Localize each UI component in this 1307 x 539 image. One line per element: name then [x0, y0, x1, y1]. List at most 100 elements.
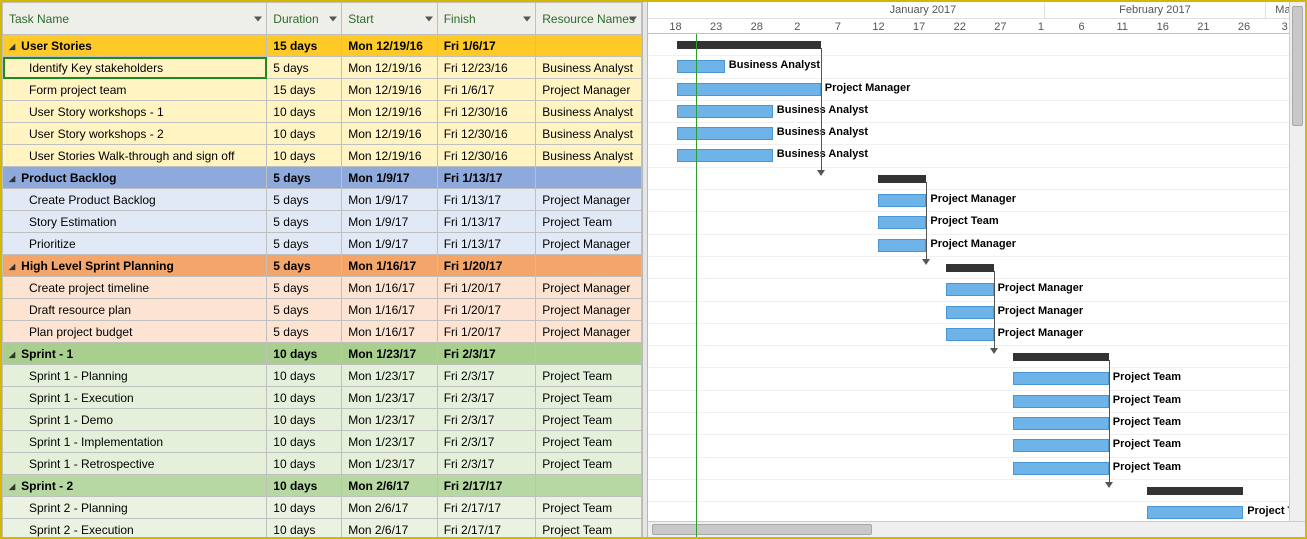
table-row[interactable]: Sprint 1 - Implementation10 daysMon 1/23…: [3, 431, 642, 453]
duration-cell[interactable]: 5 days: [267, 167, 342, 189]
task-name-cell[interactable]: User Story workshops - 1: [3, 101, 267, 123]
finish-cell[interactable]: Fri 1/20/17: [437, 255, 536, 277]
duration-cell[interactable]: 5 days: [267, 277, 342, 299]
start-cell[interactable]: Mon 1/9/17: [342, 167, 437, 189]
task-name-cell[interactable]: Draft resource plan: [3, 299, 267, 321]
table-row[interactable]: Sprint 2 - Planning10 daysMon 2/6/17Fri …: [3, 497, 642, 519]
gantt-row[interactable]: Business Analyst: [648, 145, 1305, 167]
start-cell[interactable]: Mon 1/9/17: [342, 211, 437, 233]
chevron-down-icon[interactable]: [329, 16, 337, 21]
finish-cell[interactable]: Fri 1/13/17: [437, 189, 536, 211]
table-row[interactable]: Form project team15 daysMon 12/19/16Fri …: [3, 79, 642, 101]
finish-cell[interactable]: Fri 12/30/16: [437, 145, 536, 167]
gantt-task-bar[interactable]: [878, 239, 926, 252]
start-cell[interactable]: Mon 2/6/17: [342, 497, 437, 519]
duration-cell[interactable]: 10 days: [267, 101, 342, 123]
task-name-cell[interactable]: Plan project budget: [3, 321, 267, 343]
table-row[interactable]: Create Product Backlog5 daysMon 1/9/17Fr…: [3, 189, 642, 211]
duration-cell[interactable]: 5 days: [267, 211, 342, 233]
gantt-task-bar[interactable]: [677, 105, 773, 118]
start-cell[interactable]: Mon 1/16/17: [342, 255, 437, 277]
gantt-task-bar[interactable]: [677, 60, 725, 73]
duration-cell[interactable]: 10 days: [267, 343, 342, 365]
chevron-down-icon[interactable]: [425, 16, 433, 21]
resource-cell[interactable]: Project Manager: [536, 277, 642, 299]
table-row[interactable]: Sprint 1 - Planning10 daysMon 1/23/17Fri…: [3, 365, 642, 387]
gantt-task-bar[interactable]: [1013, 417, 1109, 430]
resource-cell[interactable]: [536, 167, 642, 189]
task-name-cell[interactable]: Sprint 1 - Implementation: [3, 431, 267, 453]
gantt-task-bar[interactable]: [946, 283, 994, 296]
scrollbar-thumb[interactable]: [1292, 6, 1303, 126]
col-header-duration[interactable]: Duration: [267, 3, 342, 35]
table-row[interactable]: Sprint - 110 daysMon 1/23/17Fri 2/3/17: [3, 343, 642, 365]
chevron-down-icon[interactable]: [523, 16, 531, 21]
start-cell[interactable]: Mon 1/9/17: [342, 189, 437, 211]
gantt-task-bar[interactable]: [677, 149, 773, 162]
gantt-task-bar[interactable]: [878, 194, 926, 207]
duration-cell[interactable]: 5 days: [267, 321, 342, 343]
table-row[interactable]: Draft resource plan5 daysMon 1/16/17Fri …: [3, 299, 642, 321]
resource-cell[interactable]: Project Manager: [536, 299, 642, 321]
duration-cell[interactable]: 5 days: [267, 189, 342, 211]
resource-cell[interactable]: Project Manager: [536, 79, 642, 101]
gantt-task-bar[interactable]: [1013, 439, 1109, 452]
task-name-cell[interactable]: Identify Key stakeholders: [3, 57, 267, 79]
table-row[interactable]: Create project timeline5 daysMon 1/16/17…: [3, 277, 642, 299]
gantt-body[interactable]: Business Analyst Project Manager Business …: [648, 34, 1305, 537]
gantt-task-bar[interactable]: [878, 216, 926, 229]
gantt-row[interactable]: Project Manager: [648, 279, 1305, 301]
start-cell[interactable]: Mon 12/19/16: [342, 123, 437, 145]
horizontal-scrollbar[interactable]: [648, 521, 1305, 537]
start-cell[interactable]: Mon 1/16/17: [342, 277, 437, 299]
resource-cell[interactable]: Project Team: [536, 497, 642, 519]
table-row[interactable]: User Story workshops - 110 daysMon 12/19…: [3, 101, 642, 123]
finish-cell[interactable]: Fri 12/30/16: [437, 101, 536, 123]
table-row[interactable]: Sprint - 210 daysMon 2/6/17Fri 2/17/17: [3, 475, 642, 497]
gantt-row[interactable]: Project Team: [648, 368, 1305, 390]
task-name-cell[interactable]: High Level Sprint Planning: [3, 255, 267, 277]
finish-cell[interactable]: Fri 2/3/17: [437, 409, 536, 431]
table-row[interactable]: Sprint 1 - Demo10 daysMon 1/23/17Fri 2/3…: [3, 409, 642, 431]
finish-cell[interactable]: Fri 1/20/17: [437, 277, 536, 299]
duration-cell[interactable]: 5 days: [267, 57, 342, 79]
table-row[interactable]: Story Estimation5 daysMon 1/9/17Fri 1/13…: [3, 211, 642, 233]
finish-cell[interactable]: Fri 1/20/17: [437, 299, 536, 321]
task-name-cell[interactable]: Sprint 2 - Planning: [3, 497, 267, 519]
table-row[interactable]: Prioritize5 daysMon 1/9/17Fri 1/13/17Pro…: [3, 233, 642, 255]
gantt-row[interactable]: Project Manager: [648, 235, 1305, 257]
resource-cell[interactable]: [536, 343, 642, 365]
gantt-row[interactable]: Business Analyst: [648, 101, 1305, 123]
duration-cell[interactable]: 10 days: [267, 145, 342, 167]
start-cell[interactable]: Mon 2/6/17: [342, 519, 437, 538]
finish-cell[interactable]: Fri 2/3/17: [437, 431, 536, 453]
chevron-down-icon[interactable]: [629, 16, 637, 21]
task-name-cell[interactable]: Sprint 2 - Execution: [3, 519, 267, 538]
gantt-task-bar[interactable]: [677, 127, 773, 140]
finish-cell[interactable]: Fri 12/30/16: [437, 123, 536, 145]
resource-cell[interactable]: Project Team: [536, 409, 642, 431]
start-cell[interactable]: Mon 1/23/17: [342, 431, 437, 453]
task-name-cell[interactable]: Product Backlog: [3, 167, 267, 189]
finish-cell[interactable]: Fri 1/13/17: [437, 233, 536, 255]
task-name-cell[interactable]: Create Product Backlog: [3, 189, 267, 211]
resource-cell[interactable]: Project Team: [536, 431, 642, 453]
duration-cell[interactable]: 15 days: [267, 79, 342, 101]
task-name-cell[interactable]: Sprint 1 - Planning: [3, 365, 267, 387]
start-cell[interactable]: Mon 1/23/17: [342, 387, 437, 409]
start-cell[interactable]: Mon 1/9/17: [342, 233, 437, 255]
start-cell[interactable]: Mon 1/16/17: [342, 299, 437, 321]
duration-cell[interactable]: 5 days: [267, 233, 342, 255]
finish-cell[interactable]: Fri 12/23/16: [437, 57, 536, 79]
table-row[interactable]: User Stories15 daysMon 12/19/16Fri 1/6/1…: [3, 35, 642, 57]
resource-cell[interactable]: Project Team: [536, 387, 642, 409]
gantt-summary-bar[interactable]: [878, 175, 926, 183]
finish-cell[interactable]: Fri 1/13/17: [437, 167, 536, 189]
task-name-cell[interactable]: Create project timeline: [3, 277, 267, 299]
start-cell[interactable]: Mon 2/6/17: [342, 475, 437, 497]
resource-cell[interactable]: Business Analyst: [536, 57, 642, 79]
task-name-cell[interactable]: Sprint 1 - Execution: [3, 387, 267, 409]
col-header-start[interactable]: Start: [342, 3, 437, 35]
vertical-scrollbar[interactable]: [1289, 2, 1305, 521]
start-cell[interactable]: Mon 1/23/17: [342, 453, 437, 475]
